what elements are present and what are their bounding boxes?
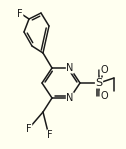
Text: F: F <box>47 130 53 140</box>
Text: F: F <box>26 124 32 134</box>
Text: S: S <box>95 78 103 88</box>
Text: O: O <box>100 65 108 75</box>
Text: N: N <box>66 93 74 103</box>
Text: O: O <box>100 91 108 101</box>
Text: N: N <box>66 63 74 73</box>
Text: F: F <box>17 9 23 19</box>
